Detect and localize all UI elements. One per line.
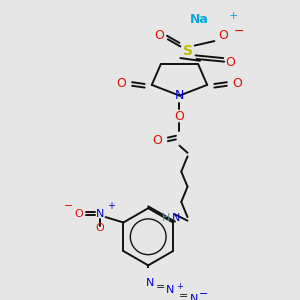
Text: O: O [152, 134, 162, 147]
Text: O: O [175, 110, 184, 123]
Text: O: O [116, 76, 126, 90]
Text: N: N [96, 208, 104, 218]
Text: O: O [154, 29, 164, 42]
Text: =: = [178, 291, 188, 300]
Text: −: − [234, 25, 244, 38]
Text: N: N [190, 294, 198, 300]
Text: Na: Na [190, 13, 208, 26]
Text: N: N [172, 213, 180, 223]
Text: N: N [146, 278, 154, 288]
Text: S: S [182, 44, 193, 58]
Text: O: O [232, 76, 242, 90]
Text: +: + [107, 201, 115, 212]
Text: −: − [63, 201, 73, 212]
Text: O: O [96, 223, 105, 233]
Text: O: O [218, 29, 228, 42]
Text: O: O [74, 208, 83, 218]
Text: +: + [176, 282, 183, 291]
Text: −: − [199, 289, 208, 299]
Text: +: + [228, 11, 238, 21]
Text: O: O [226, 56, 236, 69]
Text: H: H [162, 213, 170, 223]
Text: =: = [156, 282, 165, 292]
Text: N: N [166, 285, 174, 296]
Text: N: N [175, 89, 184, 102]
